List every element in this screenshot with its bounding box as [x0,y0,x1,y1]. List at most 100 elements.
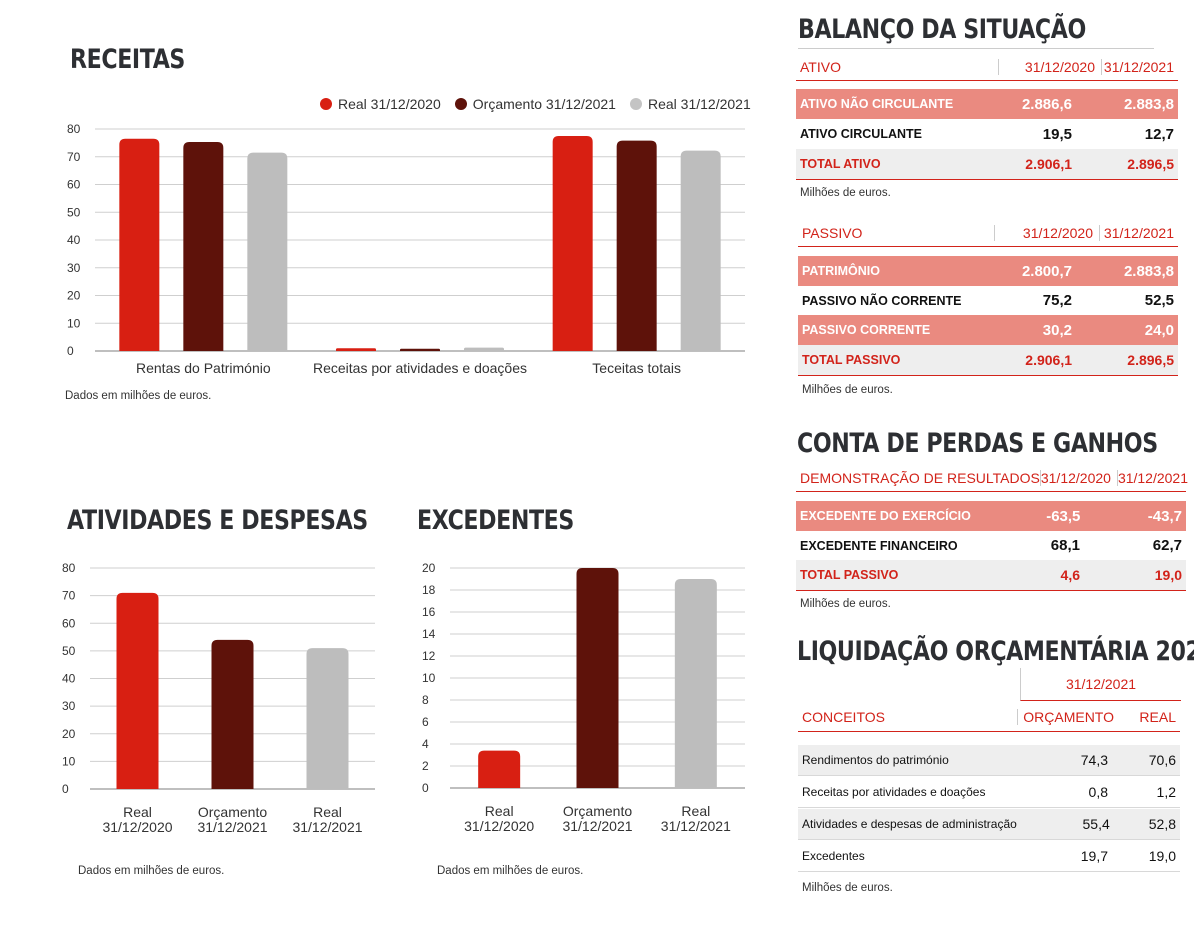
row-label: EXCEDENTE FINANCEIRO [800,538,958,553]
y-tick-label: 10 [67,316,81,330]
y-tick-label: 80 [67,122,81,136]
bar [616,140,657,351]
ativo-note: Milhões de euros. [800,187,891,199]
bar [464,347,504,351]
liq-header-col1: ORÇAMENTO [1017,709,1120,725]
bar [336,348,376,351]
x-tick-label: Teceitas totais [592,360,681,376]
y-tick-label: 20 [62,727,76,741]
row-value-2020: 2.906,1 [1025,156,1072,172]
y-tick-label: 8 [422,693,429,707]
row-value-2020: 4,6 [1060,567,1080,583]
legend-dot-red [320,98,332,110]
x-tick-label: Receitas por atividades e doações [313,360,527,376]
legend-label: Orçamento 31/12/2021 [472,96,616,112]
bar [680,150,721,351]
passivo-row-2: PASSIVO CORRENTE 30,2 24,0 [798,315,1178,345]
row-value-2021: 2.896,5 [1127,352,1174,368]
conta-note: Milhões de euros. [800,598,891,610]
legend-dot-grey [629,98,642,110]
conta-title: CONTA DE PERDAS E GANHOS [797,428,1158,459]
row-label: TOTAL ATIVO [800,157,881,171]
y-tick-label: 80 [62,561,76,575]
row-label: Excedentes [802,849,865,863]
y-tick-label: 50 [67,205,81,219]
x-tick-label: Rentas do Património [136,360,271,376]
row-value-orcamento: 74,3 [1080,752,1108,768]
legend-dot-dark [454,98,467,110]
liq-row: Receitas por atividades e doações 0,8 1,… [798,777,1180,808]
row-value-2021: 19,0 [1154,567,1182,583]
ativo-row-1: ATIVO CIRCULANTE 19,5 12,7 [796,119,1178,149]
ativo-row-0: ATIVO NÃO CIRCULANTE 2.886,6 2.883,8 [796,89,1178,119]
x-tick-label: 31/12/2020 [464,818,534,834]
row-value-real: 19,0 [1148,848,1176,864]
legend-label: Real 31/12/2020 [338,96,441,112]
passivo-note: Milhões de euros. [802,384,893,396]
row-value-real: 70,6 [1148,752,1176,768]
row-label: Atividades e despesas de administração [802,817,1017,831]
bar [478,750,521,788]
passivo-header: PASSIVO 31/12/2020 31/12/2021 [798,220,1178,247]
liq-row: Atividades e despesas de administração 5… [798,809,1180,840]
bar [247,152,288,351]
bar [211,639,254,789]
row-label: Receitas por atividades e doações [802,785,986,799]
y-tick-label: 20 [67,289,81,303]
y-tick-label: 60 [62,616,76,630]
row-value-2020: 75,2 [1042,292,1072,309]
row-label: ATIVO NÃO CIRCULANTE [800,97,954,111]
receitas-note: Dados em milhões de euros. [65,390,212,402]
bar [576,568,619,788]
receitas-title: RECEITAS [70,44,185,75]
row-label: PASSIVO CORRENTE [802,323,931,337]
y-tick-label: 6 [422,715,429,729]
passivo-row-total: TOTAL PASSIVO 2.906,1 2.896,5 [798,345,1178,376]
ativo-header-label: ATIVO [800,59,841,75]
liq-row: Rendimentos do património 74,3 70,6 [798,745,1180,776]
row-value-2020: -63,5 [1046,507,1081,525]
y-tick-label: 40 [62,672,76,686]
passivo-row-1: PASSIVO NÃO CORRENTE 75,2 52,5 [798,286,1178,315]
atividades-chart: 01020304050607080Real31/12/2020Orçamento… [62,561,375,835]
y-tick-label: 14 [422,627,436,641]
y-tick-label: 60 [67,178,81,192]
x-tick-label: 31/12/2021 [197,819,267,835]
excedentes-title: EXCEDENTES [417,505,574,536]
bar [400,348,440,351]
y-tick-label: 0 [62,782,69,796]
legend-item: Real 31/12/2021 [629,96,751,112]
bar [306,648,349,789]
y-tick-label: 10 [422,671,436,685]
ativo-header: ATIVO 31/12/2020 31/12/2021 [796,54,1178,81]
row-value-2021: 52,5 [1144,292,1174,309]
y-tick-label: 18 [422,583,436,597]
row-value-orcamento: 55,4 [1082,816,1110,832]
y-tick-label: 40 [67,233,81,247]
x-tick-label: 31/12/2021 [661,818,731,834]
conta-row-0: EXCEDENTE DO EXERCÍCIO -63,5 -43,7 [796,501,1186,531]
ativo-row-total: TOTAL ATIVO 2.906,1 2.896,5 [796,149,1178,180]
conta-row-1: EXCEDENTE FINANCEIRO 68,1 62,7 [796,531,1186,560]
y-tick-label: 70 [67,150,81,164]
bar [183,142,224,351]
bar [116,592,159,789]
excedentes-chart: 02468101214161820Real31/12/2020Orçamento… [422,561,745,834]
passivo-header-col1: 31/12/2020 [994,225,1099,241]
bar [552,135,593,351]
row-value-2020: 19,5 [1042,125,1072,143]
liquidacao-date: 31/12/2021 [1020,668,1181,701]
ativo-header-col1: 31/12/2020 [998,59,1101,75]
row-label: ATIVO CIRCULANTE [800,127,922,141]
row-value-2021: 24,0 [1144,321,1174,339]
row-value-2020: 2.886,6 [1021,95,1072,113]
receitas-legend: Real 31/12/2020 Orçamento 31/12/2021 Rea… [320,96,751,112]
y-tick-label: 30 [62,699,76,713]
x-tick-label: Real [485,803,514,819]
x-tick-label: Real [123,804,152,820]
x-tick-label: 31/12/2021 [562,818,632,834]
y-tick-label: 12 [422,649,436,663]
row-value-real: 1,2 [1156,784,1176,800]
row-value-2021: -43,7 [1147,507,1182,525]
y-tick-label: 2 [422,759,429,773]
